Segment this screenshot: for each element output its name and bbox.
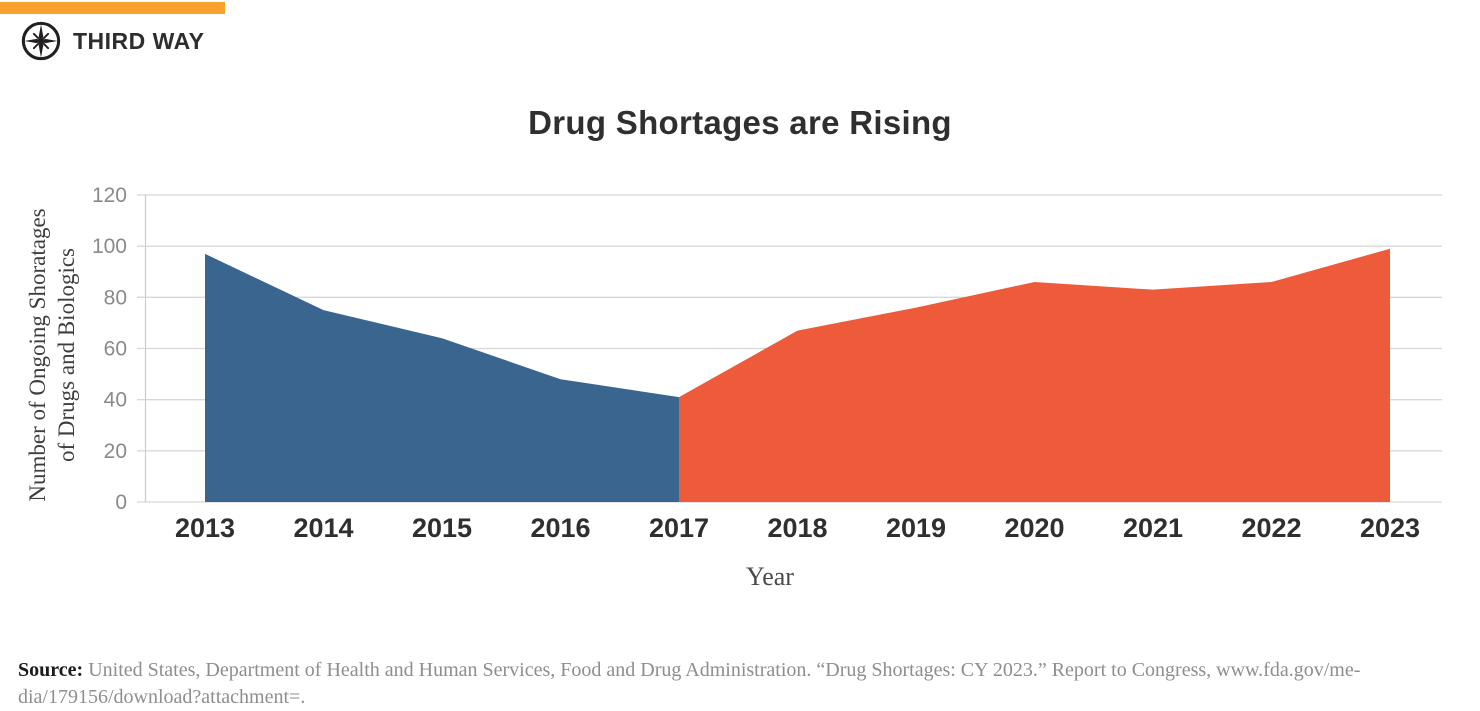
x-tick-label: 2021 (1123, 513, 1183, 543)
y-tick-label: 0 (115, 491, 127, 514)
y-tick-label: 40 (104, 389, 127, 412)
x-tick-label: 2014 (293, 513, 353, 543)
accent-top-bar (0, 2, 225, 14)
area-shortages-2017-2023 (679, 248, 1390, 502)
x-tick-label: 2017 (649, 513, 709, 543)
y-tick-label: 20 (104, 440, 127, 463)
x-tick-label: 2013 (175, 513, 235, 543)
x-axis-title: Year (746, 562, 794, 591)
y-tick-label: 120 (92, 184, 127, 207)
x-tick-label: 2019 (886, 513, 946, 543)
area-series-group (205, 248, 1390, 502)
x-tick-label: 2023 (1360, 513, 1420, 543)
x-tick-label: 2015 (412, 513, 472, 543)
y-tick-label: 100 (92, 235, 127, 258)
brand-logo: THIRD WAY (20, 20, 204, 62)
chart-title: Drug Shortages are Rising (528, 104, 952, 141)
brand-wordmark: THIRD WAY (73, 27, 205, 54)
y-tick-label: 60 (104, 338, 127, 361)
x-tick-label: 2020 (1004, 513, 1064, 543)
y-axis-title-line2: of Drugs and Biologics (54, 248, 79, 462)
source-text-line2: dia/179156/download?attachment=. (18, 686, 306, 708)
area-chart: 0 20 40 60 80 100 120 2013 2014 2015 2016 2017 2018… (25, 184, 1442, 591)
x-tick-label: 2022 (1241, 513, 1301, 543)
y-tick-labels: 0 20 40 60 80 100 120 (92, 184, 127, 514)
x-tick-label: 2016 (530, 513, 590, 543)
y-tick-label: 80 (104, 286, 127, 309)
source-note: Source: United States, Department of Hea… (18, 657, 1458, 711)
y-axis-title-line1: Number of Ongoing Shoratages (25, 208, 50, 501)
x-tick-label: 2018 (767, 513, 827, 543)
compass-star-icon (21, 21, 61, 61)
source-label: Source: (18, 659, 84, 681)
y-axis-title: Number of Ongoing Shoratages of Drugs an… (25, 208, 79, 501)
area-shortages-2013-2017 (205, 253, 679, 502)
x-tick-labels: 2013 2014 2015 2016 2017 2018 2019 2020 2021 2022… (175, 513, 1420, 543)
source-text-line1: United States, Department of Health and … (88, 659, 1361, 681)
